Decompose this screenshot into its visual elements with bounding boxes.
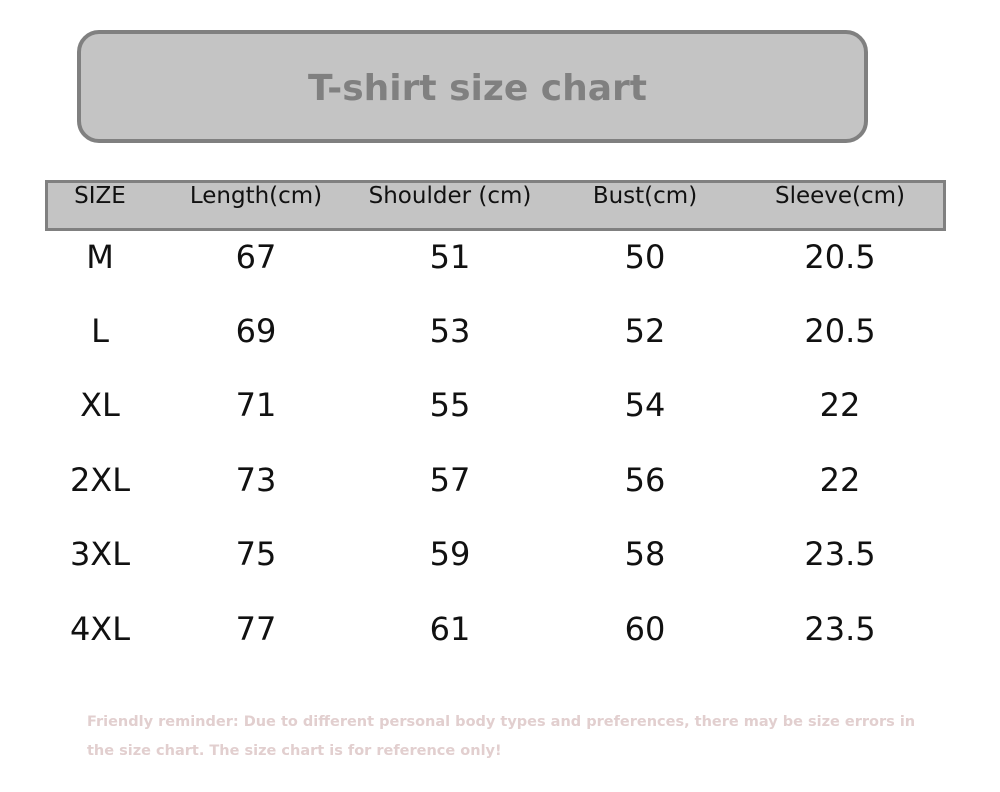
table-cell: 56 (624, 461, 666, 499)
table-cell: 77 (235, 610, 277, 648)
table-cell: 69 (235, 312, 277, 350)
table-cell: 73 (235, 461, 277, 499)
column-header: Bust(cm) (592, 183, 698, 209)
table-cell: 23.5 (804, 610, 876, 648)
table-cell: 20.5 (804, 238, 876, 276)
table-cell: 50 (624, 238, 666, 276)
table-cell: L (91, 312, 109, 350)
table-cell: 52 (624, 312, 666, 350)
table-cell: 54 (624, 386, 666, 424)
table-cell: 2XL (69, 461, 131, 499)
table-cell: 61 (429, 610, 471, 648)
table-cell: 55 (429, 386, 471, 424)
column-header: Sleeve(cm) (774, 183, 906, 209)
table-cell: 57 (429, 461, 471, 499)
table-cell: 53 (429, 312, 471, 350)
table-cell: M (86, 238, 114, 276)
table-cell: 51 (429, 238, 471, 276)
table-cell: 4XL (69, 610, 131, 648)
table-cell: 23.5 (804, 535, 876, 573)
column-header: SIZE (74, 183, 126, 209)
table-cell: 3XL (69, 535, 131, 573)
column-header: Shoulder (cm) (368, 183, 532, 209)
table-cell: 67 (235, 238, 277, 276)
table-cell: XL (80, 386, 120, 424)
table-cell: 20.5 (804, 312, 876, 350)
page-title: T-shirt size chart (308, 68, 647, 109)
column-header: Length(cm) (189, 183, 323, 209)
title-banner (77, 30, 868, 143)
table-cell: 75 (235, 535, 277, 573)
reminder-note: Friendly reminder: Due to different pers… (87, 714, 916, 759)
table-cell: 60 (624, 610, 666, 648)
table-header-bar (45, 180, 946, 231)
table-cell: 22 (819, 461, 861, 499)
table-cell: 59 (429, 535, 471, 573)
table-cell: 71 (235, 386, 277, 424)
table-cell: 22 (819, 386, 861, 424)
table-cell: 58 (624, 535, 666, 573)
